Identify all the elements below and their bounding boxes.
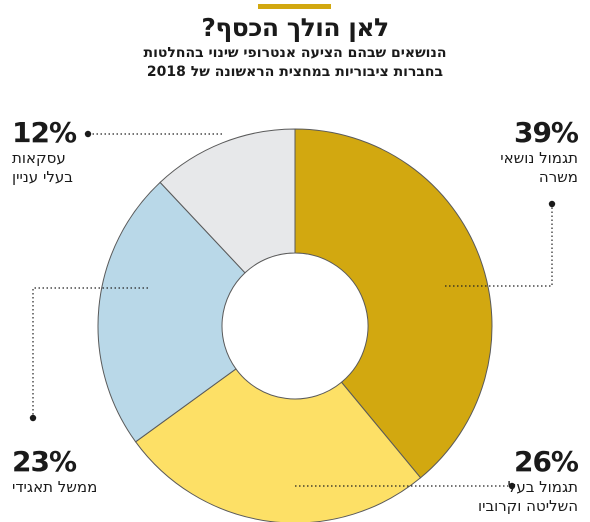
chart-subtitle-line1: הנושאים שבהם הציעה אנטרופי שינוי בהחלטות — [143, 45, 447, 61]
slice-label-pct: 23% — [12, 445, 77, 478]
donut-slice-2 — [97, 181, 246, 443]
slice-label-1: 26% תגמול בעל השליטה וקרוביו — [408, 445, 579, 516]
slice-label-name: ממשל תאגידי — [12, 478, 98, 496]
donut-slice-3 — [159, 128, 296, 274]
slice-label-0: 39% תגמול נושאי משרה — [418, 116, 579, 187]
title-accent-bar — [258, 4, 331, 9]
slice-label-name: עסקאות — [12, 149, 66, 167]
slice-label-name: בעלי עניין — [12, 168, 73, 186]
leader-dot-3 — [84, 130, 92, 138]
slice-label-name: משרה — [538, 168, 578, 186]
leader-dot-2 — [29, 414, 37, 422]
donut-slice-0 — [294, 128, 493, 479]
donut-slice-1 — [134, 368, 422, 522]
slice-label-pct: 39% — [513, 116, 579, 149]
chart-subtitle-line2: בחברות ציבוריות במחצית הראשונה של 2018 — [146, 64, 444, 80]
slice-label-3: 12% עסקאות בעלי עניין — [12, 117, 172, 187]
slice-label-2: 23% ממשל תאגידי — [12, 446, 172, 497]
slice-label-name: תגמול נושאי — [500, 149, 578, 167]
slice-label-pct: 12% — [12, 116, 77, 149]
slice-label-name: השליטה וקרוביו — [478, 497, 578, 515]
leader-dot-1 — [508, 482, 516, 490]
chart-title: לאן הולך הכסף? — [201, 13, 389, 42]
slice-label-name: תגמול בעל — [507, 478, 578, 496]
leader-dot-0 — [548, 200, 556, 208]
chart-header: לאן הולך הכסף? הנושאים שבהם הציעה אנטרופ… — [0, 12, 590, 82]
slice-label-pct: 26% — [513, 445, 579, 478]
